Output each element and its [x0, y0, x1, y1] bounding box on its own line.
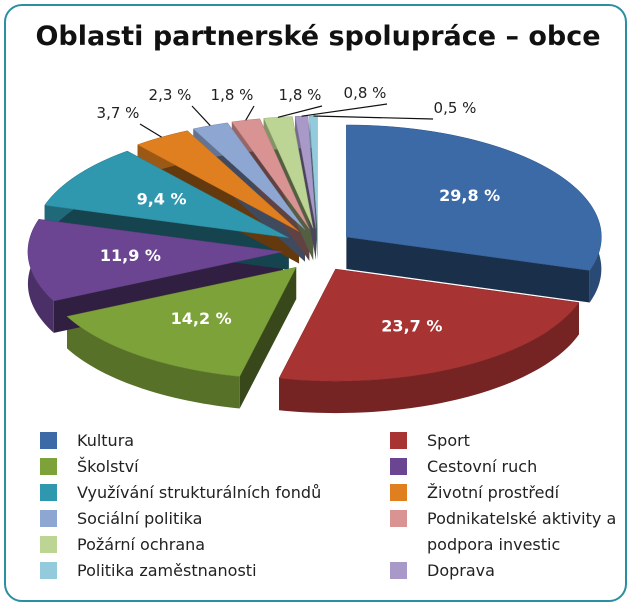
legend-item: Využívání strukturálních fondů	[40, 480, 350, 506]
legend-swatch	[390, 458, 407, 475]
data-label: 2,3 %	[149, 86, 192, 104]
legend-swatch	[40, 536, 57, 553]
legend-item: Sociální politika	[40, 506, 350, 532]
leader-line	[245, 105, 255, 121]
legend-item: Podnikatelské aktivity a podpora investi…	[390, 506, 625, 558]
legend-item: Doprava	[390, 558, 625, 584]
leader-line	[139, 123, 162, 138]
legend-swatch	[390, 484, 407, 501]
legend-label: Kultura	[77, 431, 135, 450]
legend-label: Podnikatelské aktivity a podpora investi…	[427, 509, 617, 554]
data-label: 14,2 %	[171, 309, 232, 328]
slice-side	[67, 316, 240, 409]
slice	[44, 150, 289, 239]
legend-label: Školství	[77, 457, 139, 476]
slice	[231, 118, 310, 229]
frame	[4, 4, 627, 602]
legend-label: Doprava	[427, 561, 495, 580]
slice	[346, 124, 602, 271]
legend-label: Požární ochrana	[77, 535, 206, 554]
legend-item: Školství	[40, 454, 350, 480]
legend: Kultura Školství Využívání strukturálních …	[40, 428, 625, 584]
slice	[278, 268, 580, 382]
legend-label: Cestovní ruch	[427, 457, 538, 476]
slice	[66, 266, 297, 377]
legend-swatch	[390, 510, 407, 527]
slice	[27, 219, 283, 302]
slice-side	[279, 302, 579, 414]
legend-column: Kultura Školství Využívání strukturálních …	[40, 428, 350, 584]
legend-label: Politika zaměstnanosti	[77, 561, 257, 580]
data-label: 3,7 %	[97, 104, 140, 122]
legend-item: Požární ochrana	[40, 532, 350, 558]
legend-item: Sport	[390, 428, 625, 454]
leader-line	[301, 103, 388, 117]
legend-item: Životní prostředí	[390, 480, 625, 506]
chart-title: Oblasti partnerské spolupráce – obce	[35, 21, 600, 52]
legend-label: Sociální politika	[77, 509, 203, 528]
leader-line	[313, 115, 434, 120]
data-label: 11,9 %	[100, 246, 161, 265]
slice-wall	[346, 236, 590, 303]
leader-line	[277, 105, 323, 118]
legend-swatch	[390, 562, 407, 579]
legend-swatch	[40, 484, 57, 501]
data-label: 0,5 %	[434, 99, 477, 117]
legend-swatch	[40, 562, 57, 579]
leader-line	[191, 105, 211, 126]
legend-label: Životní prostředí	[427, 483, 560, 502]
legend-item: Politika zaměstnanosti	[40, 558, 350, 584]
legend-item: Cestovní ruch	[390, 454, 625, 480]
legend-swatch	[40, 458, 57, 475]
data-label: 0,8 %	[344, 84, 387, 102]
legend-label: Sport	[427, 431, 470, 450]
data-label: 9,4 %	[137, 189, 187, 208]
legend-swatch	[40, 510, 57, 527]
data-label: 29,8 %	[439, 186, 500, 205]
slice-wall	[239, 267, 297, 409]
legend-label: Využívání strukturálních fondů	[77, 483, 322, 502]
labels: 29,8 % 23,7 % 14,2 % 11,9 % 9,4 % 3,7 % 2,3 % 1…	[97, 84, 501, 335]
legend-swatch	[390, 432, 407, 449]
data-label: 23,7 %	[381, 316, 442, 335]
data-label: 1,8 %	[279, 86, 322, 104]
data-label: 1,8 %	[211, 86, 254, 104]
legend-column: Sport Cestovní ruch Životní prostředí Podni…	[390, 428, 625, 584]
slice-tops	[27, 115, 602, 382]
legend-item: Kultura	[40, 428, 350, 454]
legend-swatch	[40, 432, 57, 449]
